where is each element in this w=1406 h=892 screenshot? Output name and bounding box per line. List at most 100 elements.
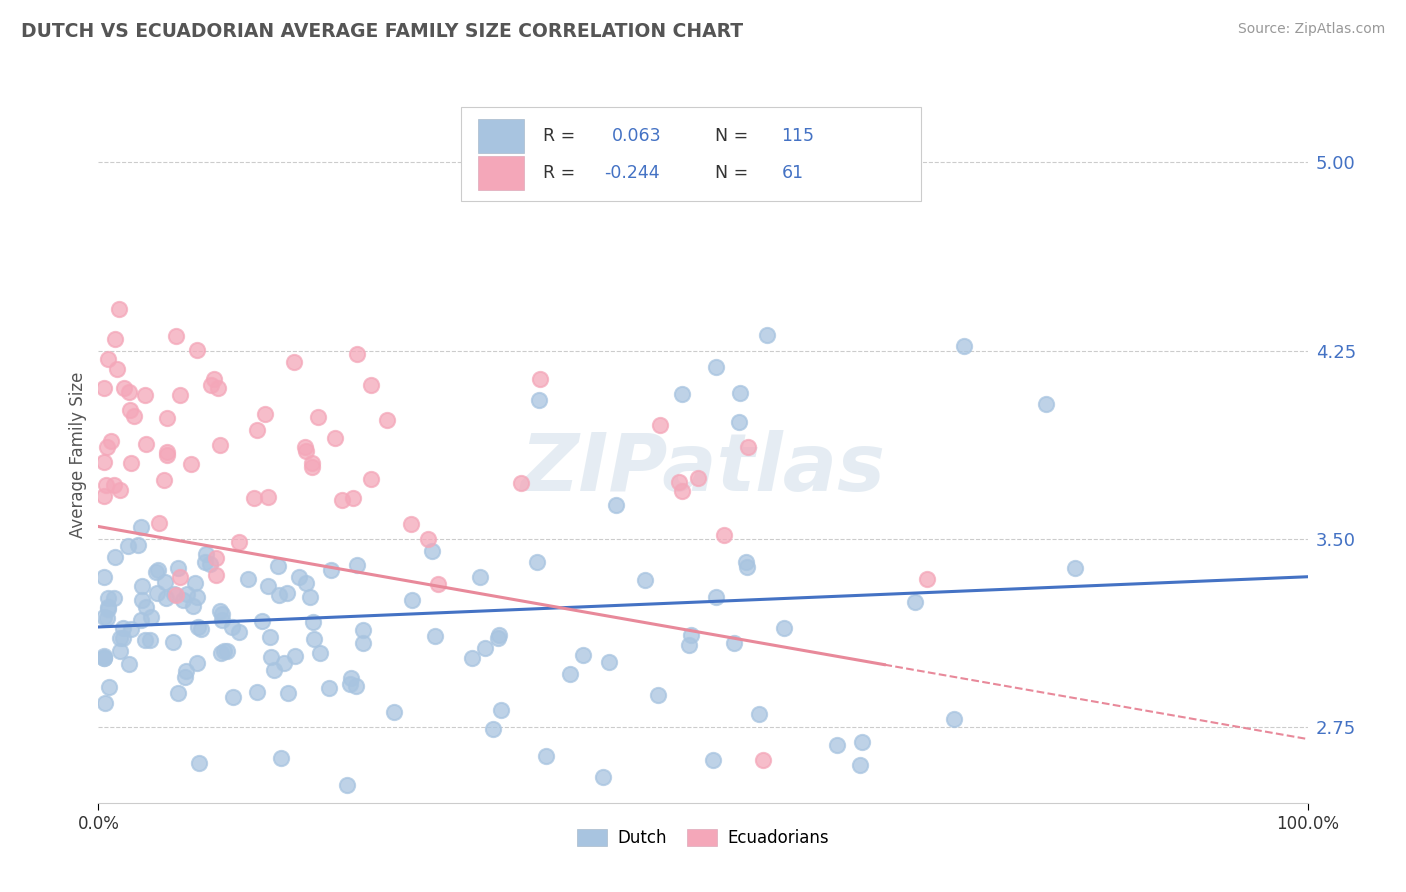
Point <box>486 631 509 645</box>
Point <box>186 656 208 670</box>
Point <box>678 639 700 653</box>
Text: Source: ZipAtlas.com: Source: ZipAtlas.com <box>1237 22 1385 37</box>
Point <box>309 646 332 660</box>
Point <box>112 381 135 395</box>
Point <box>146 564 169 578</box>
Point <box>298 591 321 605</box>
Point <box>294 576 316 591</box>
FancyBboxPatch shape <box>478 119 524 153</box>
Point <box>340 671 363 685</box>
Point <box>200 378 222 392</box>
Point <box>702 754 724 768</box>
Text: N =: N = <box>716 164 748 182</box>
Point <box>723 636 745 650</box>
Point <box>323 431 346 445</box>
Point <box>679 628 702 642</box>
Point <box>307 409 329 424</box>
Text: -0.244: -0.244 <box>603 164 659 182</box>
Point <box>207 381 229 395</box>
Point <box>301 459 323 474</box>
Point <box>318 681 340 696</box>
Point <box>153 473 176 487</box>
Point <box>129 519 152 533</box>
Point <box>108 483 131 498</box>
Text: R =: R = <box>543 128 575 145</box>
Text: R =: R = <box>543 164 575 182</box>
Point <box>903 595 925 609</box>
Point <box>93 609 115 624</box>
Point <box>482 722 505 736</box>
Point <box>176 587 198 601</box>
Point <box>97 599 120 614</box>
Point <box>713 528 735 542</box>
Point <box>748 706 770 721</box>
Point <box>169 388 191 402</box>
Point <box>135 600 157 615</box>
Point <box>93 648 115 663</box>
Legend: Dutch, Ecuadorians: Dutch, Ecuadorians <box>571 822 835 854</box>
Point <box>139 632 162 647</box>
Point <box>228 624 250 639</box>
Point <box>211 614 233 628</box>
Point <box>93 381 115 395</box>
Point <box>100 434 122 448</box>
Point <box>942 712 965 726</box>
Point <box>117 539 139 553</box>
FancyBboxPatch shape <box>478 156 524 190</box>
Point <box>221 620 243 634</box>
Point <box>491 703 513 717</box>
Point <box>173 670 195 684</box>
Point <box>155 591 177 605</box>
Point <box>186 343 208 358</box>
Point <box>330 492 353 507</box>
Point <box>208 604 231 618</box>
Point <box>273 656 295 670</box>
Point <box>97 351 120 366</box>
Point <box>302 632 325 647</box>
Point <box>215 644 238 658</box>
Point <box>211 607 233 621</box>
Text: 115: 115 <box>782 128 814 145</box>
Point <box>165 329 187 343</box>
Point <box>104 549 127 564</box>
Point <box>294 444 316 458</box>
Point <box>118 385 141 400</box>
Point <box>103 591 125 605</box>
Point <box>176 664 198 678</box>
Point <box>953 339 976 353</box>
Point <box>120 402 142 417</box>
Point <box>198 557 221 571</box>
Point <box>346 347 368 361</box>
Point <box>169 569 191 583</box>
Point <box>728 386 751 401</box>
Point <box>209 438 232 452</box>
Point <box>851 735 873 749</box>
Point <box>156 445 179 459</box>
Point <box>668 475 690 489</box>
Point <box>474 640 496 655</box>
Point <box>737 440 759 454</box>
Point <box>346 558 368 572</box>
Point <box>704 360 727 375</box>
Point <box>105 362 128 376</box>
Point <box>153 575 176 590</box>
Point <box>184 575 207 590</box>
Point <box>352 636 374 650</box>
Point <box>288 570 311 584</box>
Point <box>263 663 285 677</box>
Point <box>93 650 115 665</box>
Point <box>97 602 120 616</box>
Point <box>165 588 187 602</box>
Point <box>344 679 367 693</box>
Point <box>352 624 374 638</box>
Point <box>103 478 125 492</box>
Point <box>104 332 127 346</box>
Point <box>270 751 292 765</box>
Point <box>93 455 115 469</box>
Text: DUTCH VS ECUADORIAN AVERAGE FAMILY SIZE CORRELATION CHART: DUTCH VS ECUADORIAN AVERAGE FAMILY SIZE … <box>21 22 744 41</box>
Point <box>93 489 115 503</box>
Point <box>120 456 142 470</box>
Point <box>156 411 179 425</box>
Point <box>558 667 581 681</box>
Point <box>269 588 291 602</box>
